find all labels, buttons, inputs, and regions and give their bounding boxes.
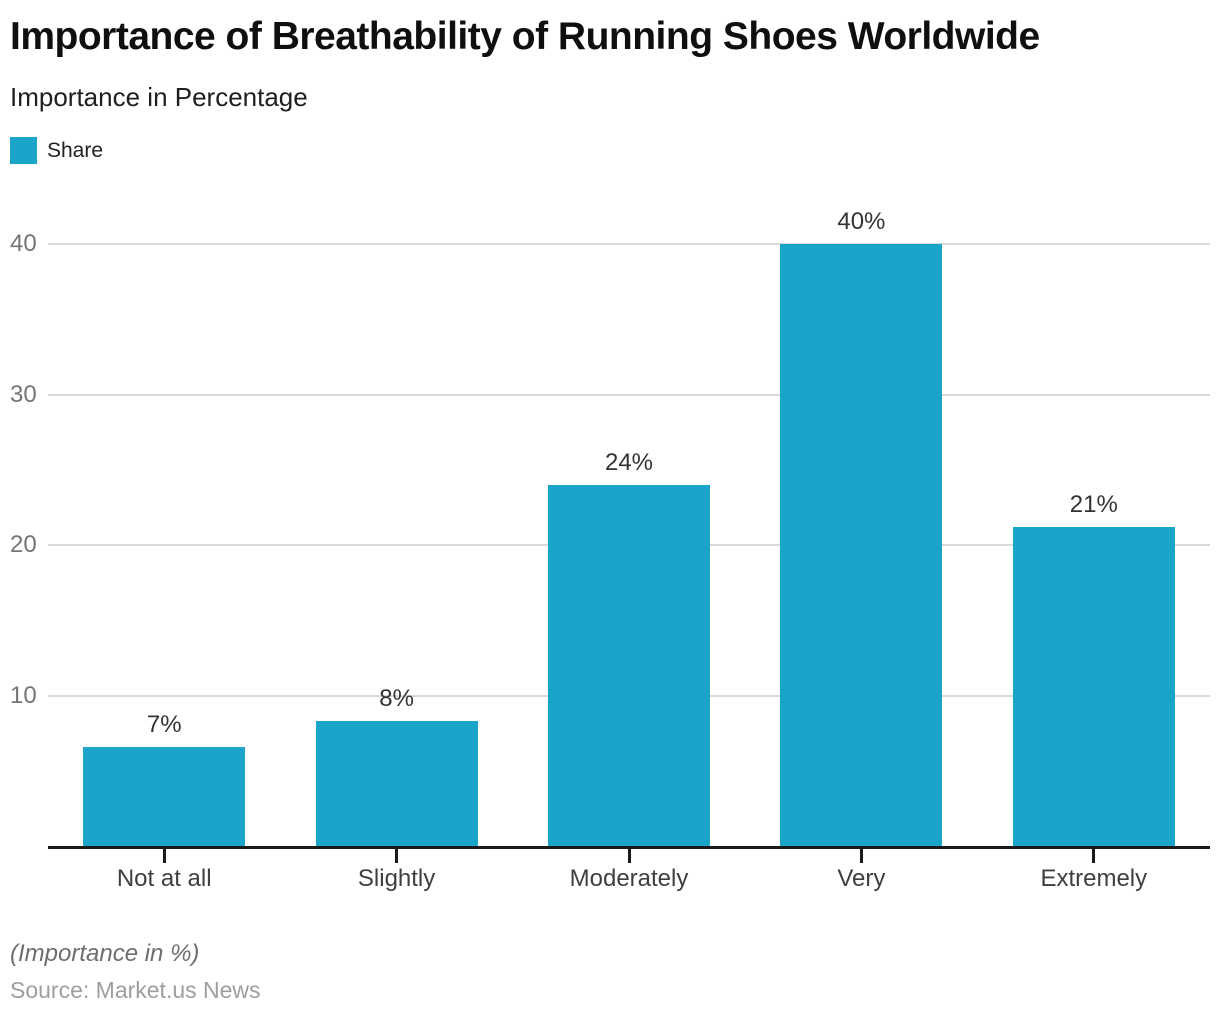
bar-very[interactable] [780,244,943,846]
bar-value-label-extremely: 21% [1069,490,1118,518]
y-axis-tick-label: 20 [10,531,37,558]
x-axis-label-moderately: Moderately [569,865,689,892]
legend-item-share[interactable]: Share [10,137,103,164]
chart-title: Importance of Breathability of Running S… [10,15,1040,58]
chart-subtitle: Importance in Percentage [10,82,308,112]
x-axis-tick-mark [627,849,631,863]
x-axis-tick-mark [1092,849,1096,863]
bar-value-label-very: 40% [837,208,886,235]
gridline-40 [48,243,1210,245]
x-axis-tick-mark [395,849,399,863]
y-axis-tick-label: 40 [10,230,37,257]
x-axis-tick-mark [162,849,166,863]
bar-extremely[interactable] [1012,526,1175,846]
x-axis-label-very: Very [837,865,886,892]
bar-value-label-moderately: 24% [604,448,654,476]
chart-source: Source: Market.us News [10,977,261,1003]
bar-not-at-all[interactable] [83,746,246,846]
bar-value-label-slightly: 8% [379,685,414,713]
legend-swatch-icon [10,137,37,164]
y-axis-tick-label: 30 [10,380,37,408]
x-axis-label-not-at-all: Not at all [116,865,212,892]
bar-moderately[interactable] [548,484,710,846]
legend-label: Share [47,139,104,162]
bar-slightly[interactable] [315,721,478,846]
x-axis-label-extremely: Extremely [1040,865,1148,892]
chart-footnote: (Importance in %) [10,940,200,967]
gridline-30 [48,393,1210,396]
bar-value-label-not-at-all: 7% [146,710,182,738]
y-axis-tick-label: 10 [10,681,37,709]
x-axis-label-slightly: Slightly [357,865,436,892]
x-axis-tick-mark [859,849,863,863]
x-axis-line [48,846,1210,849]
